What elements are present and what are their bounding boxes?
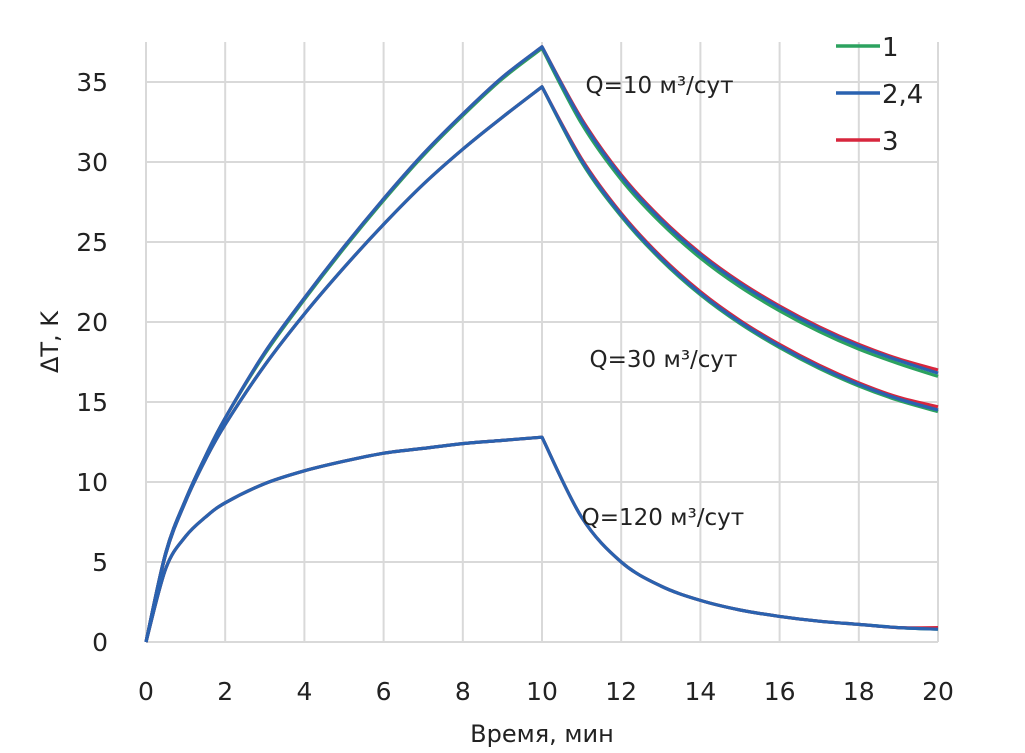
legend: 12,43 — [836, 33, 923, 157]
x-tick-label: 14 — [684, 677, 716, 706]
flow-rate-annotation: Q=120 м³/сут — [582, 505, 745, 531]
x-axis-ticks: 0 2 4 6 8 10 12 14 16 18 20 — [138, 677, 954, 706]
flow-rate-annotation: Q=30 м³/сут — [590, 347, 738, 373]
series-layer — [144, 45, 939, 643]
x-tick-label: 18 — [843, 677, 875, 706]
series-line-q10-24 — [144, 45, 939, 643]
y-tick-label: 30 — [76, 148, 108, 177]
y-axis-ticks: 0 5 10 15 20 25 30 35 — [76, 68, 108, 657]
legend-label: 2,4 — [882, 80, 923, 110]
y-tick-label: 15 — [76, 388, 108, 417]
x-axis-label: Время, мин — [470, 720, 614, 748]
legend-label: 1 — [882, 33, 899, 63]
annotations: Q=10 м³/сут Q=30 м³/сут Q=120 м³/сут — [582, 73, 745, 531]
series-line-q30-24 — [144, 85, 939, 643]
series-line-q120-24 — [144, 435, 939, 643]
x-tick-label: 2 — [217, 677, 233, 706]
x-tick-label: 0 — [138, 677, 154, 706]
y-tick-label: 0 — [92, 628, 108, 657]
grid — [145, 42, 939, 643]
x-tick-label: 4 — [296, 677, 312, 706]
x-tick-label: 16 — [764, 677, 796, 706]
x-tick-label: 10 — [526, 677, 558, 706]
flow-rate-annotation: Q=10 м³/сут — [586, 73, 734, 99]
y-tick-label: 20 — [76, 308, 108, 337]
x-tick-label: 8 — [455, 677, 471, 706]
legend-label: 3 — [882, 127, 899, 157]
x-tick-label: 20 — [922, 677, 954, 706]
y-tick-label: 5 — [92, 548, 108, 577]
y-tick-label: 10 — [76, 468, 108, 497]
x-tick-label: 12 — [605, 677, 637, 706]
y-tick-label: 35 — [76, 68, 108, 97]
x-tick-label: 6 — [376, 677, 392, 706]
y-tick-label: 25 — [76, 228, 108, 257]
y-axis-label: ΔT, K — [36, 310, 64, 373]
